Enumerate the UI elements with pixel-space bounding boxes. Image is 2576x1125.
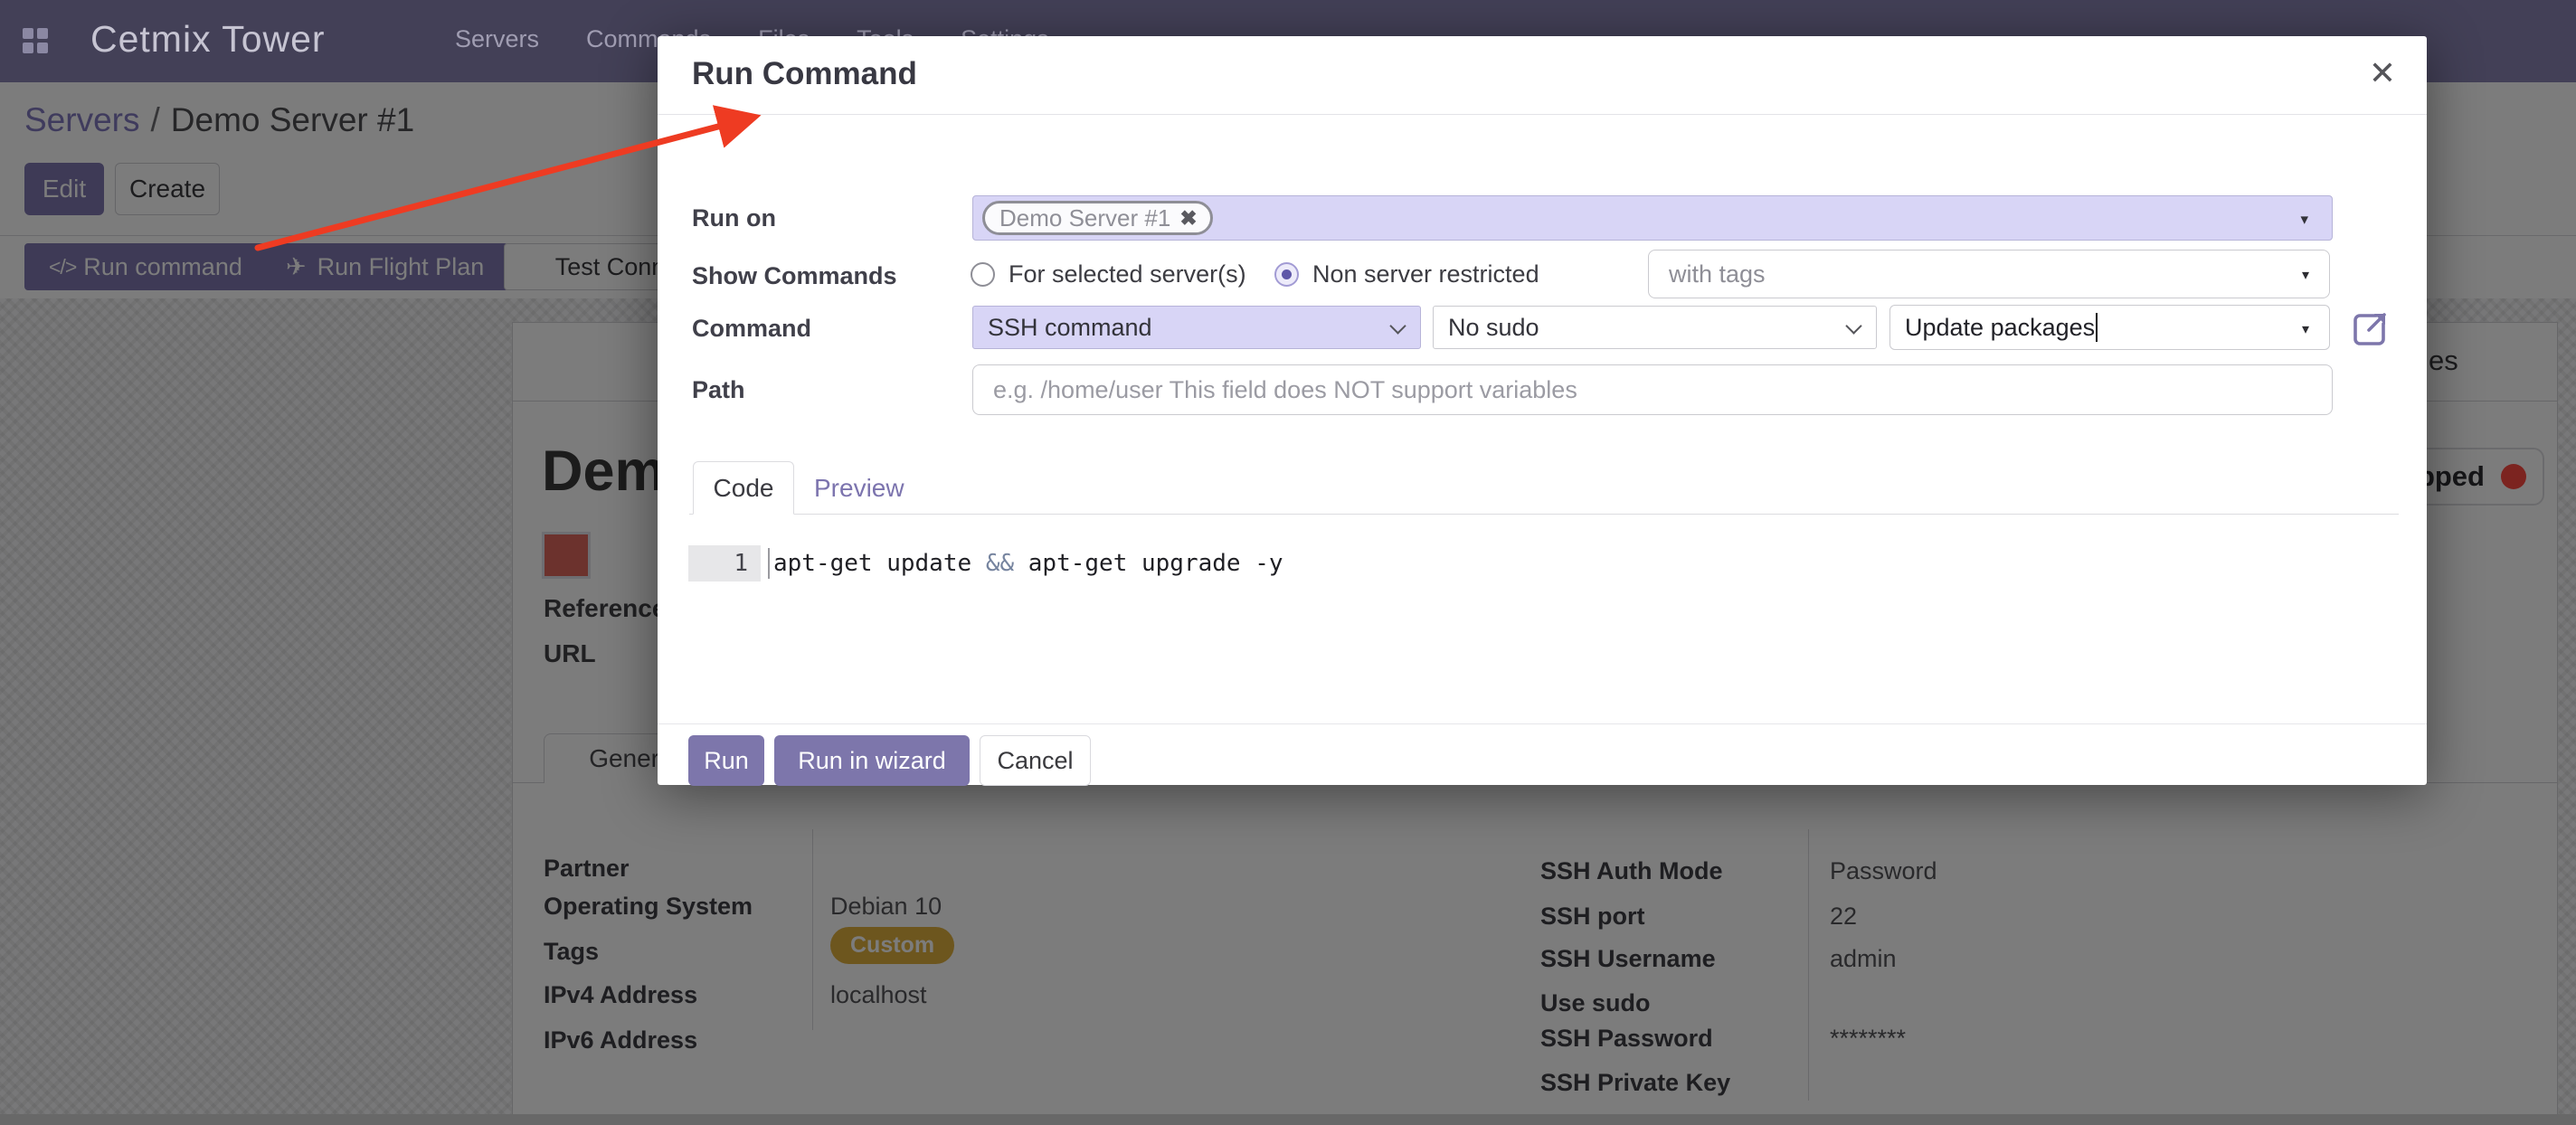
code-text: apt-get update && apt-get upgrade -y [773,550,1283,577]
line-number: 1 [688,545,761,581]
menu-item-servers[interactable]: Servers [455,25,540,52]
path-label: Path [692,376,745,403]
command-input-value: Update packages [1905,313,2096,341]
app-brand[interactable]: Cetmix Tower [90,18,326,60]
modal-title: Run Command [692,56,917,91]
run-in-wizard-button[interactable]: Run in wizard [774,735,970,786]
path-placeholder: e.g. /home/user This field does NOT supp… [993,375,1577,403]
remove-tag-icon[interactable]: ✖ [1179,205,1198,230]
modal-header: Run Command ✕ [658,36,2427,115]
run-command-modal: Run Command ✕ Run on Demo Server #1 ✖ ▾ … [658,36,2427,786]
cancel-button[interactable]: Cancel [980,735,1091,786]
chevron-down-icon [1389,317,1406,335]
sudo-select[interactable]: No sudo [1433,306,1877,349]
command-input[interactable]: Update packages ▾ [1889,305,2330,350]
tab-preview[interactable]: Preview [814,474,904,502]
command-label: Command [692,315,812,342]
dropdown-caret-icon: ▾ [2300,211,2308,228]
dropdown-caret-icon: ▾ [2301,268,2309,283]
radio-for-selected-servers[interactable] [971,262,995,287]
modal-footer-divider [658,723,2427,724]
modal-tabstrip-line [689,514,2399,515]
tab-code[interactable]: Code [693,461,794,515]
run-on-label: Run on [692,204,776,232]
with-tags-placeholder: with tags [1669,260,1766,288]
radio-non-server-restricted[interactable] [1274,262,1299,287]
external-link-icon[interactable] [2351,310,2389,348]
run-on-select[interactable]: Demo Server #1 ✖ ▾ [972,195,2333,241]
code-editor-line[interactable]: 1 apt-get update && apt-get upgrade -y [688,545,1283,581]
with-tags-select[interactable]: with tags ▾ [1648,250,2330,298]
run-button[interactable]: Run [688,735,764,786]
dropdown-caret-icon: ▾ [2301,322,2309,337]
chevron-down-icon [1845,317,1862,335]
command-type-value: SSH command [988,313,1152,341]
server-tag-pill: Demo Server #1 ✖ [982,201,1213,235]
command-type-select[interactable]: SSH command [972,306,1421,349]
code-operator: && [985,550,1015,577]
apps-grid-icon[interactable] [23,28,48,53]
close-icon[interactable]: ✕ [2368,54,2396,91]
radio-non-server-restricted-label[interactable]: Non server restricted [1312,260,1539,288]
text-cursor [2096,313,2098,342]
radio-for-selected-servers-label[interactable]: For selected server(s) [1009,260,1246,288]
sudo-value: No sudo [1448,313,1539,341]
show-commands-label: Show Commands [692,262,897,289]
editor-cursor [768,548,770,579]
server-tag-label: Demo Server #1 [999,203,1171,232]
path-input[interactable]: e.g. /home/user This field does NOT supp… [972,364,2333,415]
